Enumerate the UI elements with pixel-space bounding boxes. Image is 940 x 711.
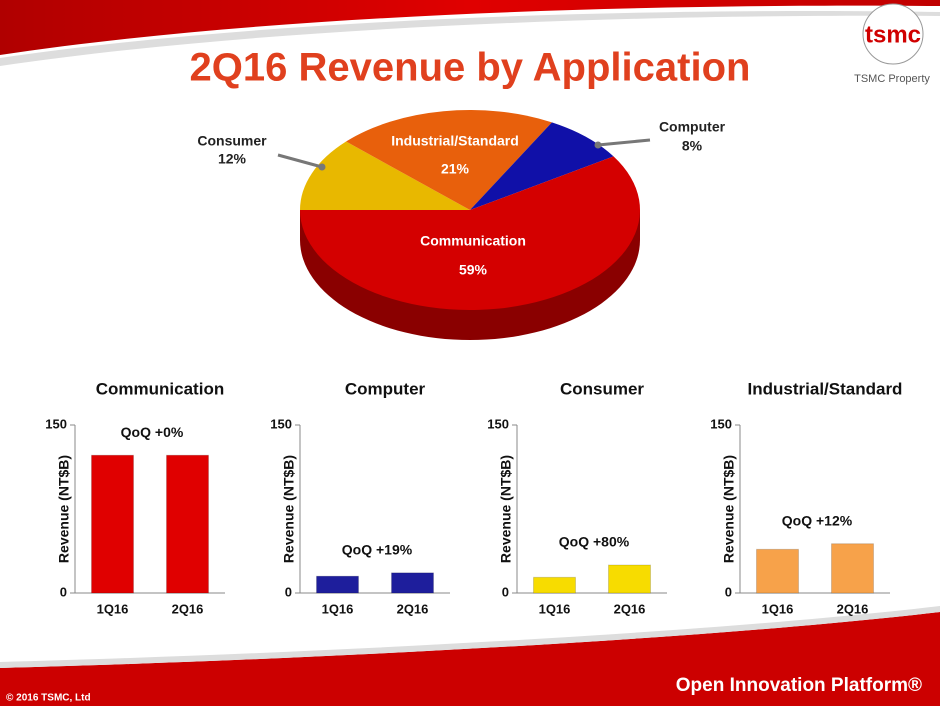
x-tick-label: 1Q16 xyxy=(322,601,354,616)
y-tick-label: 0 xyxy=(725,584,732,599)
bar xyxy=(533,576,576,594)
annotation: QoQ +0% xyxy=(121,424,184,440)
slice-label: Communication xyxy=(420,233,526,249)
slice-label: Industrial/Standard xyxy=(391,133,519,149)
pie-slice xyxy=(470,122,614,210)
x-tick-label: 1Q16 xyxy=(97,601,129,616)
leader-dot xyxy=(318,163,326,171)
slice-label: Consumer xyxy=(197,133,267,149)
slide-title: 2Q16 Revenue by Application xyxy=(190,46,751,90)
footer-band xyxy=(0,612,940,706)
header-swoosh xyxy=(0,10,940,66)
platform: Open Innovation Platform® xyxy=(676,675,922,696)
y-tick-label: 0 xyxy=(60,584,67,599)
x-tick-label: 2Q16 xyxy=(172,601,204,616)
annotation: QoQ +19% xyxy=(342,542,413,558)
leader-line xyxy=(277,153,323,169)
slice-value: 59% xyxy=(459,262,488,278)
slice-value: 12% xyxy=(218,151,247,167)
x-tick-label: 2Q16 xyxy=(397,601,429,616)
logo-globe xyxy=(862,3,924,65)
chart-title: Computer xyxy=(345,379,426,398)
y-tick-label: 150 xyxy=(487,416,509,431)
bar xyxy=(608,564,651,594)
chart-title: Industrial/Standard xyxy=(748,379,903,398)
chart-title: Communication xyxy=(96,379,224,398)
footer-swoosh xyxy=(0,606,940,668)
annotation: QoQ +12% xyxy=(782,512,853,528)
charts: Consumer 12% Industrial/Standard 21% Compute… xyxy=(45,109,903,616)
bar xyxy=(91,454,134,594)
chart-title: Consumer xyxy=(560,379,644,398)
x-tick-label: 2Q16 xyxy=(837,601,869,616)
bar xyxy=(166,454,209,594)
header-band xyxy=(0,0,940,55)
pie-slice xyxy=(300,156,640,310)
y-tick-label: 0 xyxy=(502,584,509,599)
x-tick-label: 2Q16 xyxy=(614,601,646,616)
slice-label: Computer xyxy=(659,119,726,135)
slice-value: 21% xyxy=(441,161,470,177)
bar xyxy=(756,548,799,594)
leader-line xyxy=(597,138,651,147)
bar xyxy=(391,572,434,594)
pie-slice xyxy=(346,109,552,210)
y-tick-label: 150 xyxy=(710,416,732,431)
pie-slice xyxy=(300,141,470,210)
logo-caption: TSMC Property xyxy=(854,73,930,85)
copyright: © 2016 TSMC, Ltd xyxy=(6,693,91,704)
annotation: QoQ +80% xyxy=(559,534,630,550)
slice-value: 8% xyxy=(682,138,703,154)
logo: tsmc xyxy=(865,21,921,48)
x-tick-label: 1Q16 xyxy=(539,601,571,616)
y-axis-label: Revenue (NT$B) xyxy=(56,455,72,563)
bar xyxy=(831,543,874,594)
y-axis-label: Revenue (NT$B) xyxy=(498,455,514,563)
y-tick-label: 150 xyxy=(270,416,292,431)
y-tick-label: 0 xyxy=(285,584,292,599)
y-axis-label: Revenue (NT$B) xyxy=(721,455,737,563)
bar xyxy=(316,575,359,594)
y-axis-label: Revenue (NT$B) xyxy=(281,455,297,563)
x-tick-label: 1Q16 xyxy=(762,601,794,616)
y-tick-label: 150 xyxy=(45,416,67,431)
leader-dot xyxy=(594,141,602,149)
